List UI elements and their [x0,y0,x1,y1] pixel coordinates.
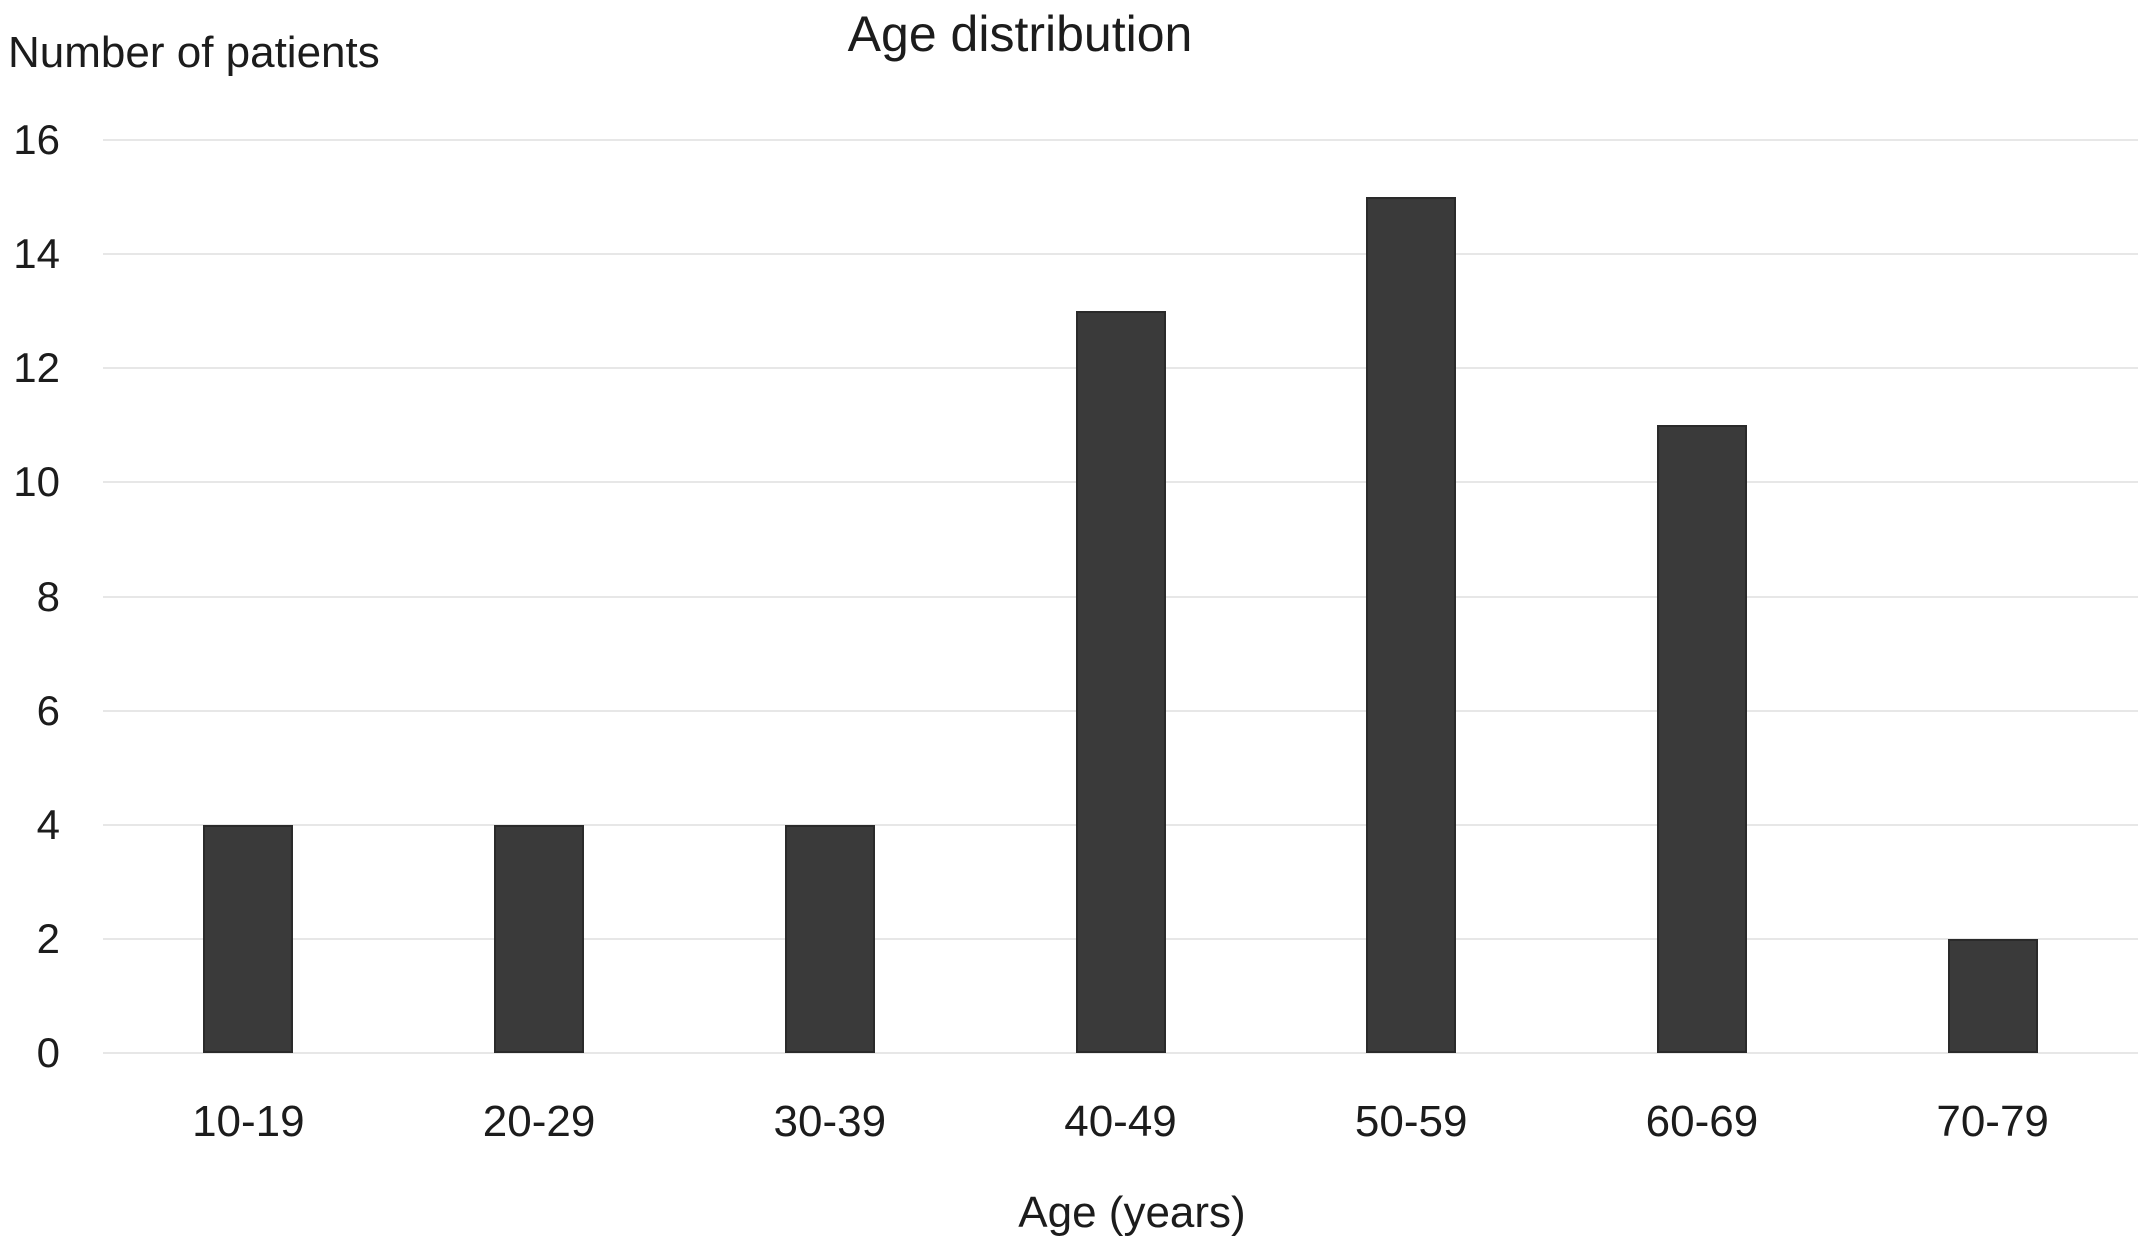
gridline-y-16 [103,139,2138,141]
y-tick-label-14: 14 [13,230,60,278]
y-tick-label-16: 16 [13,116,60,163]
x-tick-label-70-79: 70-79 [1936,1097,2049,1146]
y-axis-title: Number of patients [8,28,380,77]
bar-60-69 [1656,425,1747,1053]
x-tick-label-60-69: 60-69 [1645,1097,1759,1146]
x-tick-label-40-49: 40-49 [1064,1097,1177,1146]
y-tick-label-8: 8 [36,572,60,620]
y-tick-label-10: 10 [13,458,60,506]
bar-30-39 [784,824,875,1053]
x-tick-label-50-59: 50-59 [1354,1097,1468,1146]
x-axis-tick-labels: 10-19 20-29 30-39 40-49 50-59 60-69 70-79 [103,1098,2138,1150]
bar-70-79 [1947,938,2038,1053]
y-tick-label-2: 2 [36,914,60,962]
x-tick-label-10-19: 10-19 [192,1097,305,1146]
bar-40-49 [1075,311,1166,1053]
chart-title: Age distribution [847,6,1193,62]
gridline-y-14 [103,253,2138,256]
x-tick-label-20-29: 20-29 [482,1097,596,1146]
bar-10-19 [203,824,294,1053]
x-axis-title: Age (years) [1018,1188,1246,1237]
bar-20-29 [494,824,585,1053]
y-tick-label-4: 4 [36,800,60,848]
y-tick-label-6: 6 [36,686,60,734]
plot-area [103,139,2138,1054]
y-tick-label-0: 0 [36,1029,60,1076]
y-tick-label-12: 12 [13,344,60,392]
gridline-y-0 [103,1052,2138,1054]
x-tick-label-30-39: 30-39 [773,1097,887,1146]
bar-50-59 [1366,197,1457,1053]
